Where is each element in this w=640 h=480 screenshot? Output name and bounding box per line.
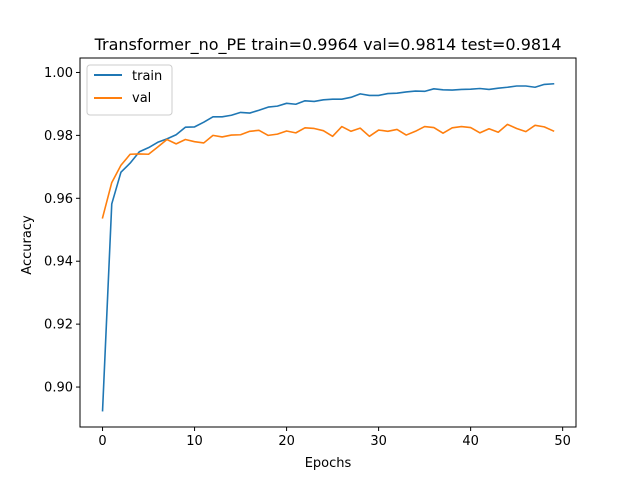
legend: train val xyxy=(86,64,173,116)
y-tick-label: 0.94 xyxy=(44,255,73,270)
x-tick-label: 20 xyxy=(278,434,295,449)
y-tick-label: 0.90 xyxy=(44,381,73,396)
series-line-val xyxy=(101,123,555,219)
x-tick-label: 40 xyxy=(462,434,479,449)
y-tick-label: 0.98 xyxy=(44,129,73,144)
x-axis-label: Epochs xyxy=(305,456,352,471)
plot-frame xyxy=(79,57,577,428)
y-axis-label: Accuracy xyxy=(20,215,35,275)
x-axis: 0 10 20 30 40 50 xyxy=(98,427,571,449)
x-tick-label: 50 xyxy=(554,434,571,449)
plot-area xyxy=(101,82,555,412)
legend-label-train: train xyxy=(132,69,162,84)
y-tick-label: 0.96 xyxy=(44,192,73,207)
x-tick-label: 30 xyxy=(370,434,387,449)
x-tick-label: 10 xyxy=(186,434,203,449)
series-line-train xyxy=(101,82,555,412)
y-axis: 0.90 0.92 0.94 0.96 0.98 1.00 xyxy=(44,66,80,396)
chart-title: Transformer_no_PE train=0.9964 val=0.981… xyxy=(94,35,562,55)
y-tick-label: 1.00 xyxy=(44,66,73,81)
legend-label-val: val xyxy=(132,91,151,106)
x-tick-label: 0 xyxy=(98,434,106,449)
legend-box xyxy=(86,64,173,116)
y-tick-label: 0.92 xyxy=(44,318,73,333)
